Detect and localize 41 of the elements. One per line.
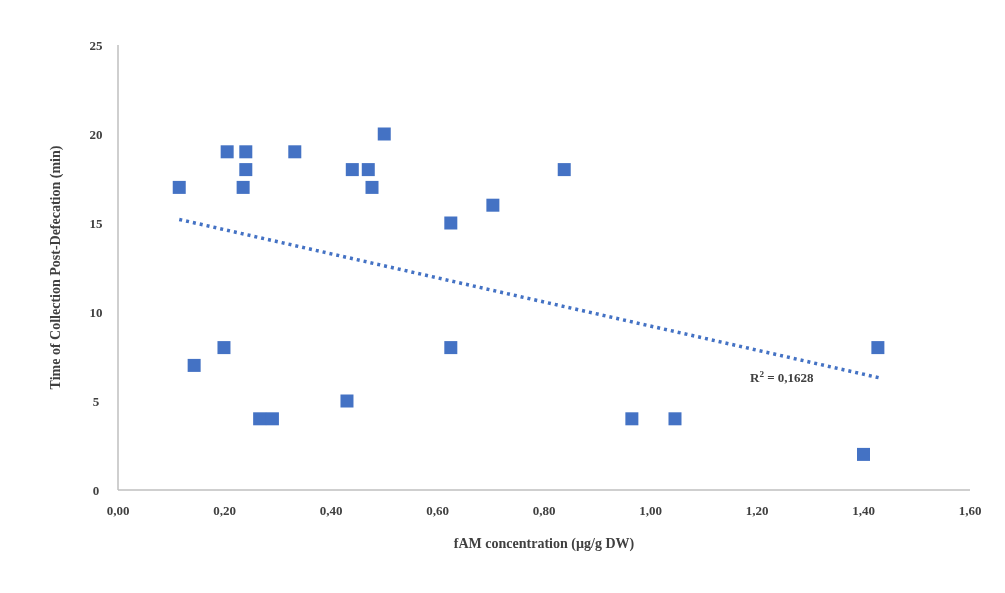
y-tick-label: 0 xyxy=(92,482,100,498)
x-tick-label: 0,40 xyxy=(319,503,343,518)
point xyxy=(361,163,375,177)
point xyxy=(871,341,885,355)
point xyxy=(187,358,201,372)
point xyxy=(172,180,186,194)
point xyxy=(486,198,500,212)
point xyxy=(288,145,302,159)
point xyxy=(557,163,571,177)
x-tick-label: 0,60 xyxy=(426,503,449,518)
point xyxy=(444,216,458,230)
point xyxy=(377,127,391,141)
y-axis-title: Time of Collection Post-Defecation (min) xyxy=(48,145,64,390)
x-tick-label: 1,20 xyxy=(745,503,769,518)
x-tick-label: 0,00 xyxy=(106,503,130,518)
point xyxy=(345,163,359,177)
y-tick-label: 5 xyxy=(92,393,100,409)
annotation: R$^{2}$ = 0,1628 xyxy=(750,369,815,385)
point xyxy=(444,341,458,355)
point xyxy=(236,180,250,194)
x-tick-label: 1,00 xyxy=(639,503,662,518)
point xyxy=(265,412,279,426)
x-tick-label: 1,40 xyxy=(852,503,875,518)
x-axis-title: fAM concentration (µg/g DW) xyxy=(453,536,635,552)
point xyxy=(857,447,870,461)
point xyxy=(365,180,379,194)
point xyxy=(340,394,354,408)
point xyxy=(220,145,234,159)
point xyxy=(253,412,267,426)
x-tick-label: 1,60 xyxy=(958,503,982,518)
point xyxy=(668,412,682,426)
x-tick-label: 0,20 xyxy=(213,503,236,518)
y-tick-label: 20 xyxy=(89,126,103,142)
y-tick-label: 15 xyxy=(89,215,103,231)
point xyxy=(239,163,253,177)
y-tick-label: 10 xyxy=(89,304,103,320)
point xyxy=(217,341,231,355)
point xyxy=(239,145,253,159)
x-tick-label: 0,80 xyxy=(532,503,556,518)
y-tick-label: 25 xyxy=(89,37,103,53)
point xyxy=(625,412,639,426)
